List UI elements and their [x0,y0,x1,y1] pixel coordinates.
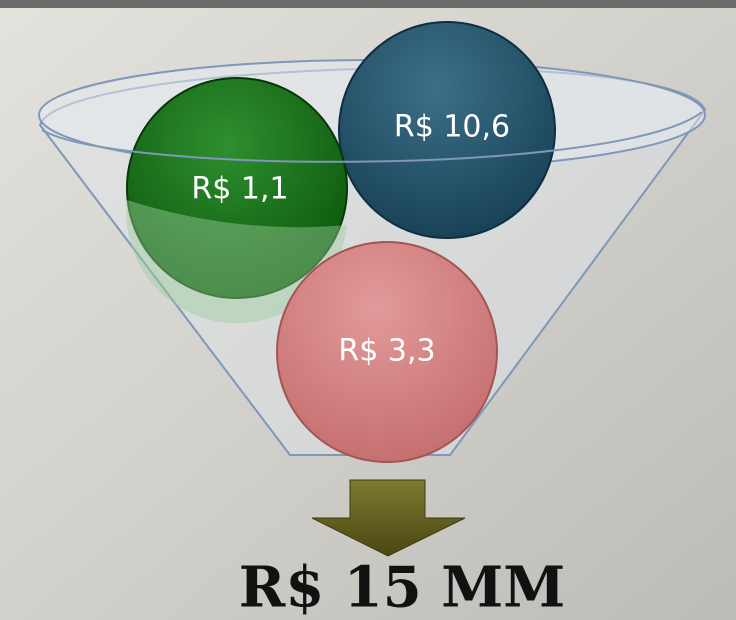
circle-label: R$ 1,1 [191,172,288,207]
top-bar [0,0,736,8]
page: R$ 10,6 R$ 1,1 R$ 3,3 R$ 15 MM (() => { … [0,0,736,620]
circle-label: R$ 3,3 [338,334,435,369]
diagram: R$ 10,6 R$ 1,1 R$ 3,3 R$ 15 MM [0,0,736,620]
total: R$ 15 MM [239,555,565,620]
circle-label: R$ 10,6 [394,110,510,145]
